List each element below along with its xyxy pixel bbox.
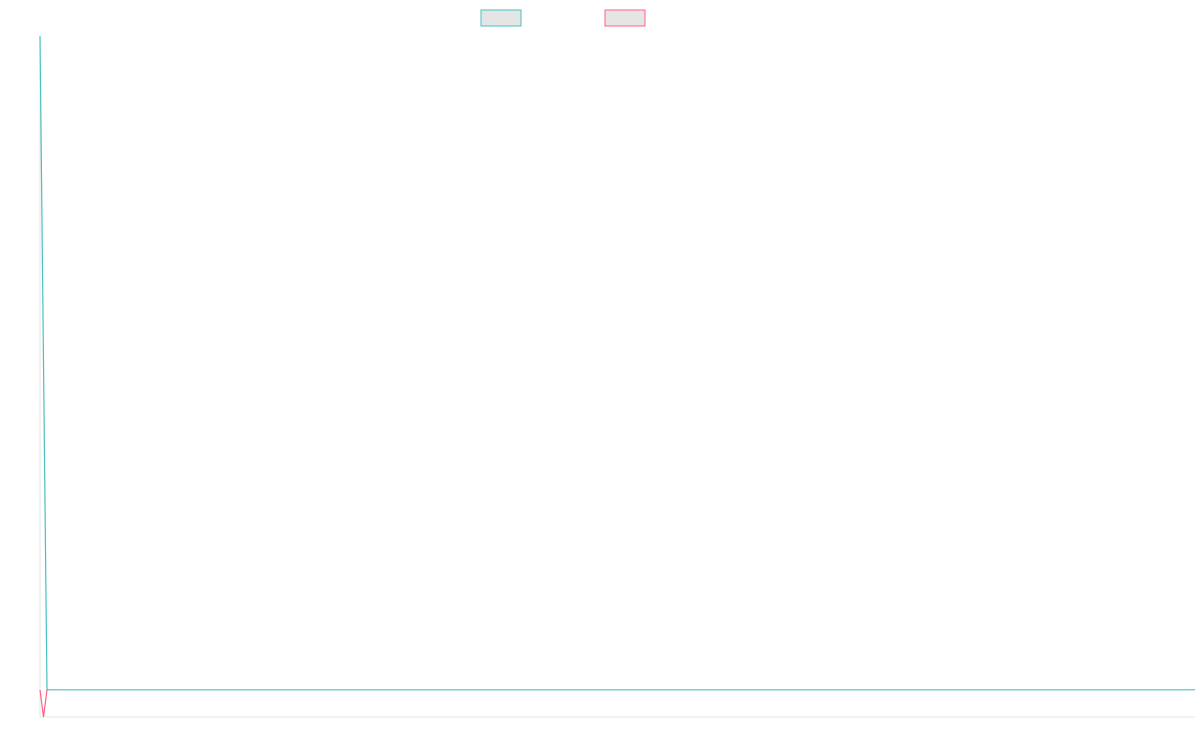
series-line-2: [39, 689, 49, 718]
axes: [39, 36, 1195, 718]
series-layer: [39, 35, 1195, 718]
series-line-1: [39, 35, 1195, 691]
legend[interactable]: [480, 9, 646, 27]
legend-swatch-1[interactable]: [480, 9, 522, 27]
legend-swatch-2[interactable]: [604, 9, 646, 27]
